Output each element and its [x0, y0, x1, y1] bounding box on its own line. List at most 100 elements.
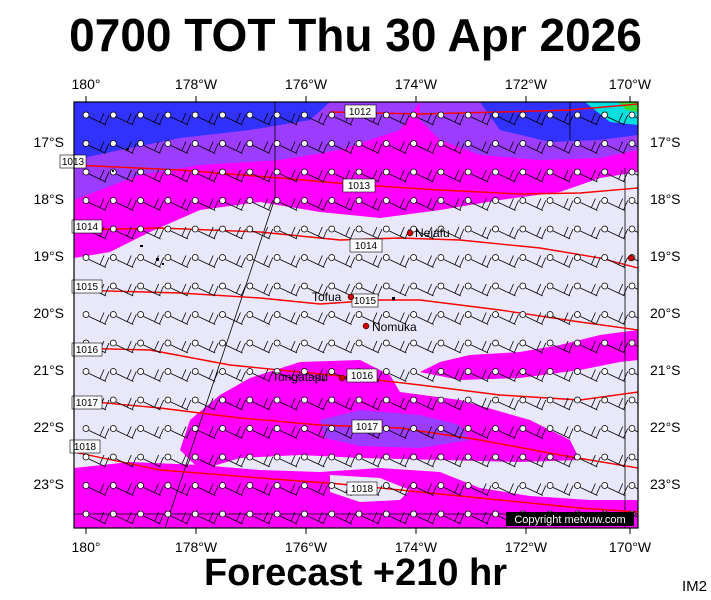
wind-barb-station — [410, 111, 418, 119]
wind-barb — [109, 339, 137, 354]
lat-label-left-19S: 19°S — [33, 248, 64, 264]
wind-barb — [137, 453, 164, 468]
wind-barb — [546, 482, 574, 496]
wind-barb-station — [82, 482, 90, 489]
wind-barb — [574, 453, 601, 468]
wind-barb — [410, 168, 437, 183]
wind-barb — [574, 111, 601, 126]
wind-barb-shaft — [361, 255, 383, 268]
wind-barb — [574, 282, 601, 297]
wind-barb — [355, 510, 383, 525]
wind-barb — [519, 453, 547, 468]
wind-barb-station — [546, 396, 554, 404]
wind-barb-station — [246, 282, 254, 290]
wind-barb-shaft — [225, 283, 246, 297]
wind-barb-station — [82, 510, 90, 518]
place-label-nomuka: Nomuka — [372, 320, 417, 334]
wind-barb-station — [601, 168, 609, 176]
island — [162, 263, 164, 265]
wind-barb — [601, 311, 629, 325]
wind-barb-station — [492, 197, 499, 204]
wind-barb-shaft — [443, 255, 465, 268]
wind-barb — [328, 140, 356, 154]
wind-barb-shaft — [334, 454, 356, 468]
wind-barb-shaft — [88, 511, 110, 525]
wind-barb-station — [601, 368, 609, 375]
wind-barb — [628, 225, 638, 233]
lat-label-left-23S: 23°S — [33, 476, 64, 492]
wind-barb — [410, 339, 437, 354]
wind-barb — [109, 425, 137, 439]
wind-barbs — [82, 111, 638, 525]
place-label-tongatapu: Tongatapu — [272, 370, 328, 384]
wind-barb-station — [246, 140, 254, 147]
wind-barb-station — [546, 225, 554, 233]
isobar-label-1013: 1013 — [348, 181, 371, 192]
wind-barb-station — [137, 111, 145, 119]
wind-barb-shaft — [552, 226, 574, 240]
wind-barb-station — [492, 510, 499, 518]
place-label-tofua: Tofua — [312, 290, 342, 304]
wind-barb — [191, 368, 219, 382]
wind-barb-shaft — [525, 312, 547, 325]
wind-barb-shaft — [225, 511, 246, 525]
wind-barb-station — [601, 111, 609, 119]
wind-barb-station — [273, 168, 281, 176]
wind-barb-shaft — [116, 369, 137, 382]
wind-barb-shaft — [389, 340, 410, 354]
lat-label-left-20S: 20°S — [33, 305, 64, 321]
wind-barb-station — [355, 453, 363, 461]
wind-barb-station — [601, 311, 609, 318]
wind-barb-station — [382, 225, 390, 233]
wind-barb-shaft — [334, 255, 356, 268]
wind-barb-shaft — [416, 340, 437, 354]
wind-barb-station — [628, 140, 636, 147]
wind-barb — [109, 254, 137, 268]
isobar-1012 — [329, 103, 638, 115]
wind-barb-station — [109, 453, 117, 461]
wind-barb-station — [382, 111, 390, 119]
wind-barb-station — [574, 482, 581, 489]
place-marker-tongatapu — [338, 374, 346, 382]
wind-barb-shaft — [334, 198, 356, 211]
wind-barb-shaft — [416, 511, 437, 525]
wind-barb — [519, 311, 547, 325]
wind-barb-shaft — [389, 255, 410, 268]
wind-barb-shaft — [443, 198, 465, 211]
wind-barb-station — [355, 254, 363, 261]
wind-barb-station — [382, 311, 390, 318]
wind-barb-station — [492, 111, 499, 119]
wind-barb-station — [246, 225, 254, 233]
isobar-label-1015-west: 1015 — [76, 282, 99, 293]
wind-barb — [82, 425, 110, 439]
wind-barb-shaft — [607, 169, 629, 183]
wind-barb — [464, 140, 492, 154]
wind-barb-shaft — [416, 283, 437, 297]
wind-barb-shaft — [198, 112, 219, 126]
wind-barb — [300, 225, 328, 240]
wind-barb — [328, 510, 356, 525]
wind-barb-shaft — [580, 397, 601, 411]
wind-barb — [492, 225, 519, 240]
wind-barb — [464, 396, 492, 411]
wind-barb-station — [137, 425, 145, 432]
wind-barb-shaft — [498, 112, 519, 126]
wind-barb — [546, 111, 574, 126]
wind-barb — [219, 510, 246, 525]
isobar-label-box-1017-west — [71, 395, 103, 410]
wind-barb-station — [109, 482, 117, 489]
wind-barb — [164, 396, 192, 411]
wind-barb-station — [492, 482, 499, 489]
wind-barb — [328, 339, 356, 354]
wind-barb-station — [273, 225, 281, 233]
wind-barb — [137, 396, 164, 411]
wind-barb — [546, 368, 574, 382]
wind-barb-station — [164, 282, 172, 290]
wind-barb-station — [109, 254, 117, 261]
wind-barb-shaft — [443, 141, 465, 154]
wind-barb — [164, 225, 192, 240]
wind-barb-shaft — [607, 255, 629, 268]
wind-barb — [382, 111, 410, 126]
wind-barb — [164, 197, 192, 211]
wind-barb-shaft — [307, 226, 328, 240]
